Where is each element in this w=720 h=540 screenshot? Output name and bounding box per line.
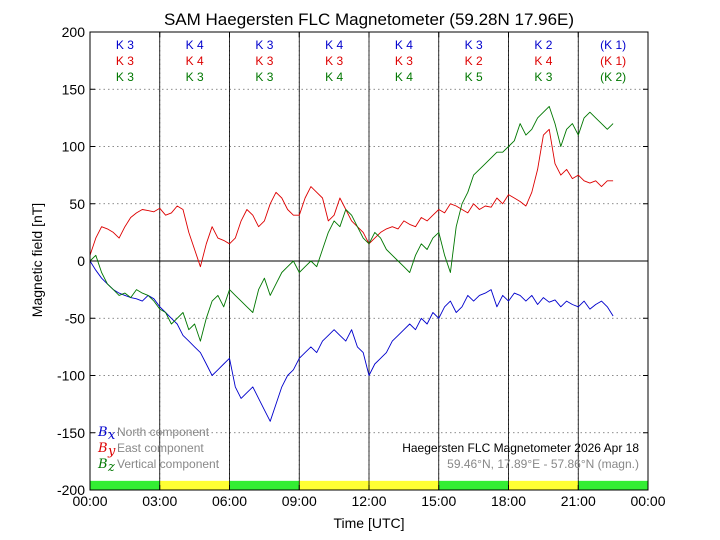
k-index-x: K 3: [255, 38, 273, 52]
series-line-y: [89, 128, 614, 268]
y-tick-label: 150: [62, 81, 86, 97]
x-tick-label: 00:00: [72, 493, 107, 509]
daylight-bar: [90, 480, 648, 490]
x-tick-label: 12:00: [351, 493, 386, 509]
y-tick-label: -50: [65, 310, 85, 326]
coord-label: 59.46°N, 17.89°E - 57.86°N (magn.): [447, 457, 639, 471]
data-series: [89, 105, 614, 422]
k-index-y: K 3: [325, 54, 343, 68]
k-index-z: K 4: [325, 70, 343, 84]
bar-segment-green: [438, 480, 509, 490]
k-index-y: K 3: [395, 54, 413, 68]
legend-symbol-y: B: [97, 441, 108, 456]
bar-segment-green: [90, 480, 160, 490]
legend-subscript-y: y: [107, 444, 116, 459]
bar-segment-yellow: [299, 480, 369, 490]
y-tick-label: 100: [62, 139, 86, 155]
k-index-x: K 4: [395, 38, 413, 52]
bar-segment-yellow: [508, 480, 579, 490]
k-index-x: (K 1): [600, 38, 626, 52]
series-line-x: [89, 260, 614, 422]
k-index-labels: K 3 K 4 K 3 K 4 K 4 K 3 K 2 (K 1) K 3 K 4 K 3 K 3 K …: [116, 38, 626, 84]
x-axis-title: Time [UTC]: [333, 515, 404, 531]
k-index-x: K 3: [116, 38, 134, 52]
k-index-z: K 3: [116, 70, 134, 84]
legend-label-x: North component: [117, 425, 210, 439]
k-index-y: K 3: [116, 54, 134, 68]
k-index-y: K 4: [186, 54, 204, 68]
y-tick-label: -100: [57, 368, 85, 384]
bar-segment-green: [229, 480, 300, 490]
legend-subscript-x: x: [108, 428, 116, 443]
chart-title: SAM Haegersten FLC Magnetometer (59.28N …: [164, 10, 574, 29]
k-index-z: K 4: [395, 70, 413, 84]
k-index-z: K 3: [534, 70, 552, 84]
x-tick-label: 09:00: [282, 493, 317, 509]
station-label: Haegersten FLC Magnetometer 2026 Apr 18: [402, 441, 639, 455]
x-tick-label: 15:00: [421, 493, 456, 509]
x-tick-label: 06:00: [212, 493, 247, 509]
k-index-y: (K 1): [600, 54, 626, 68]
k-index-y: K 4: [534, 54, 552, 68]
x-tick-label: 21:00: [561, 493, 596, 509]
x-tick-label: 18:00: [491, 493, 526, 509]
k-index-x: K 2: [534, 38, 552, 52]
y-tick-label: -200: [57, 482, 85, 498]
y-tick-label: 200: [62, 24, 86, 40]
y-tick-label: 0: [77, 253, 85, 269]
legend-subscript-z: z: [107, 460, 115, 475]
legend-symbol-z: B: [97, 457, 108, 472]
y-tick-label: -150: [57, 425, 85, 441]
y-tick-label: 50: [69, 196, 85, 212]
k-index-x: K 4: [325, 38, 343, 52]
k-index-x: K 4: [186, 38, 204, 52]
bar-segment-green: [578, 480, 648, 490]
k-index-z: K 3: [255, 70, 273, 84]
bar-segment-yellow: [159, 480, 230, 490]
x-tick-label: 00:00: [630, 493, 665, 509]
bar-segment-yellow: [369, 480, 439, 490]
k-index-z: K 3: [186, 70, 204, 84]
legend-label-y: East component: [117, 441, 204, 455]
x-tick-label: 03:00: [142, 493, 177, 509]
k-index-y: K 3: [255, 54, 273, 68]
k-index-y: K 2: [465, 54, 483, 68]
series-line-z: [89, 105, 614, 342]
axis-ticks: 00:00 03:00 06:00 09:00 12:00 15:00 18:00 21:00…: [57, 24, 666, 509]
k-index-x: K 3: [465, 38, 483, 52]
k-index-z: K 5: [465, 70, 483, 84]
k-index-z: (K 2): [600, 70, 626, 84]
legend-label-z: Vertical component: [117, 457, 220, 471]
legend-symbol-x: B: [97, 425, 108, 440]
y-axis-title: Magnetic field [nT]: [29, 203, 45, 317]
